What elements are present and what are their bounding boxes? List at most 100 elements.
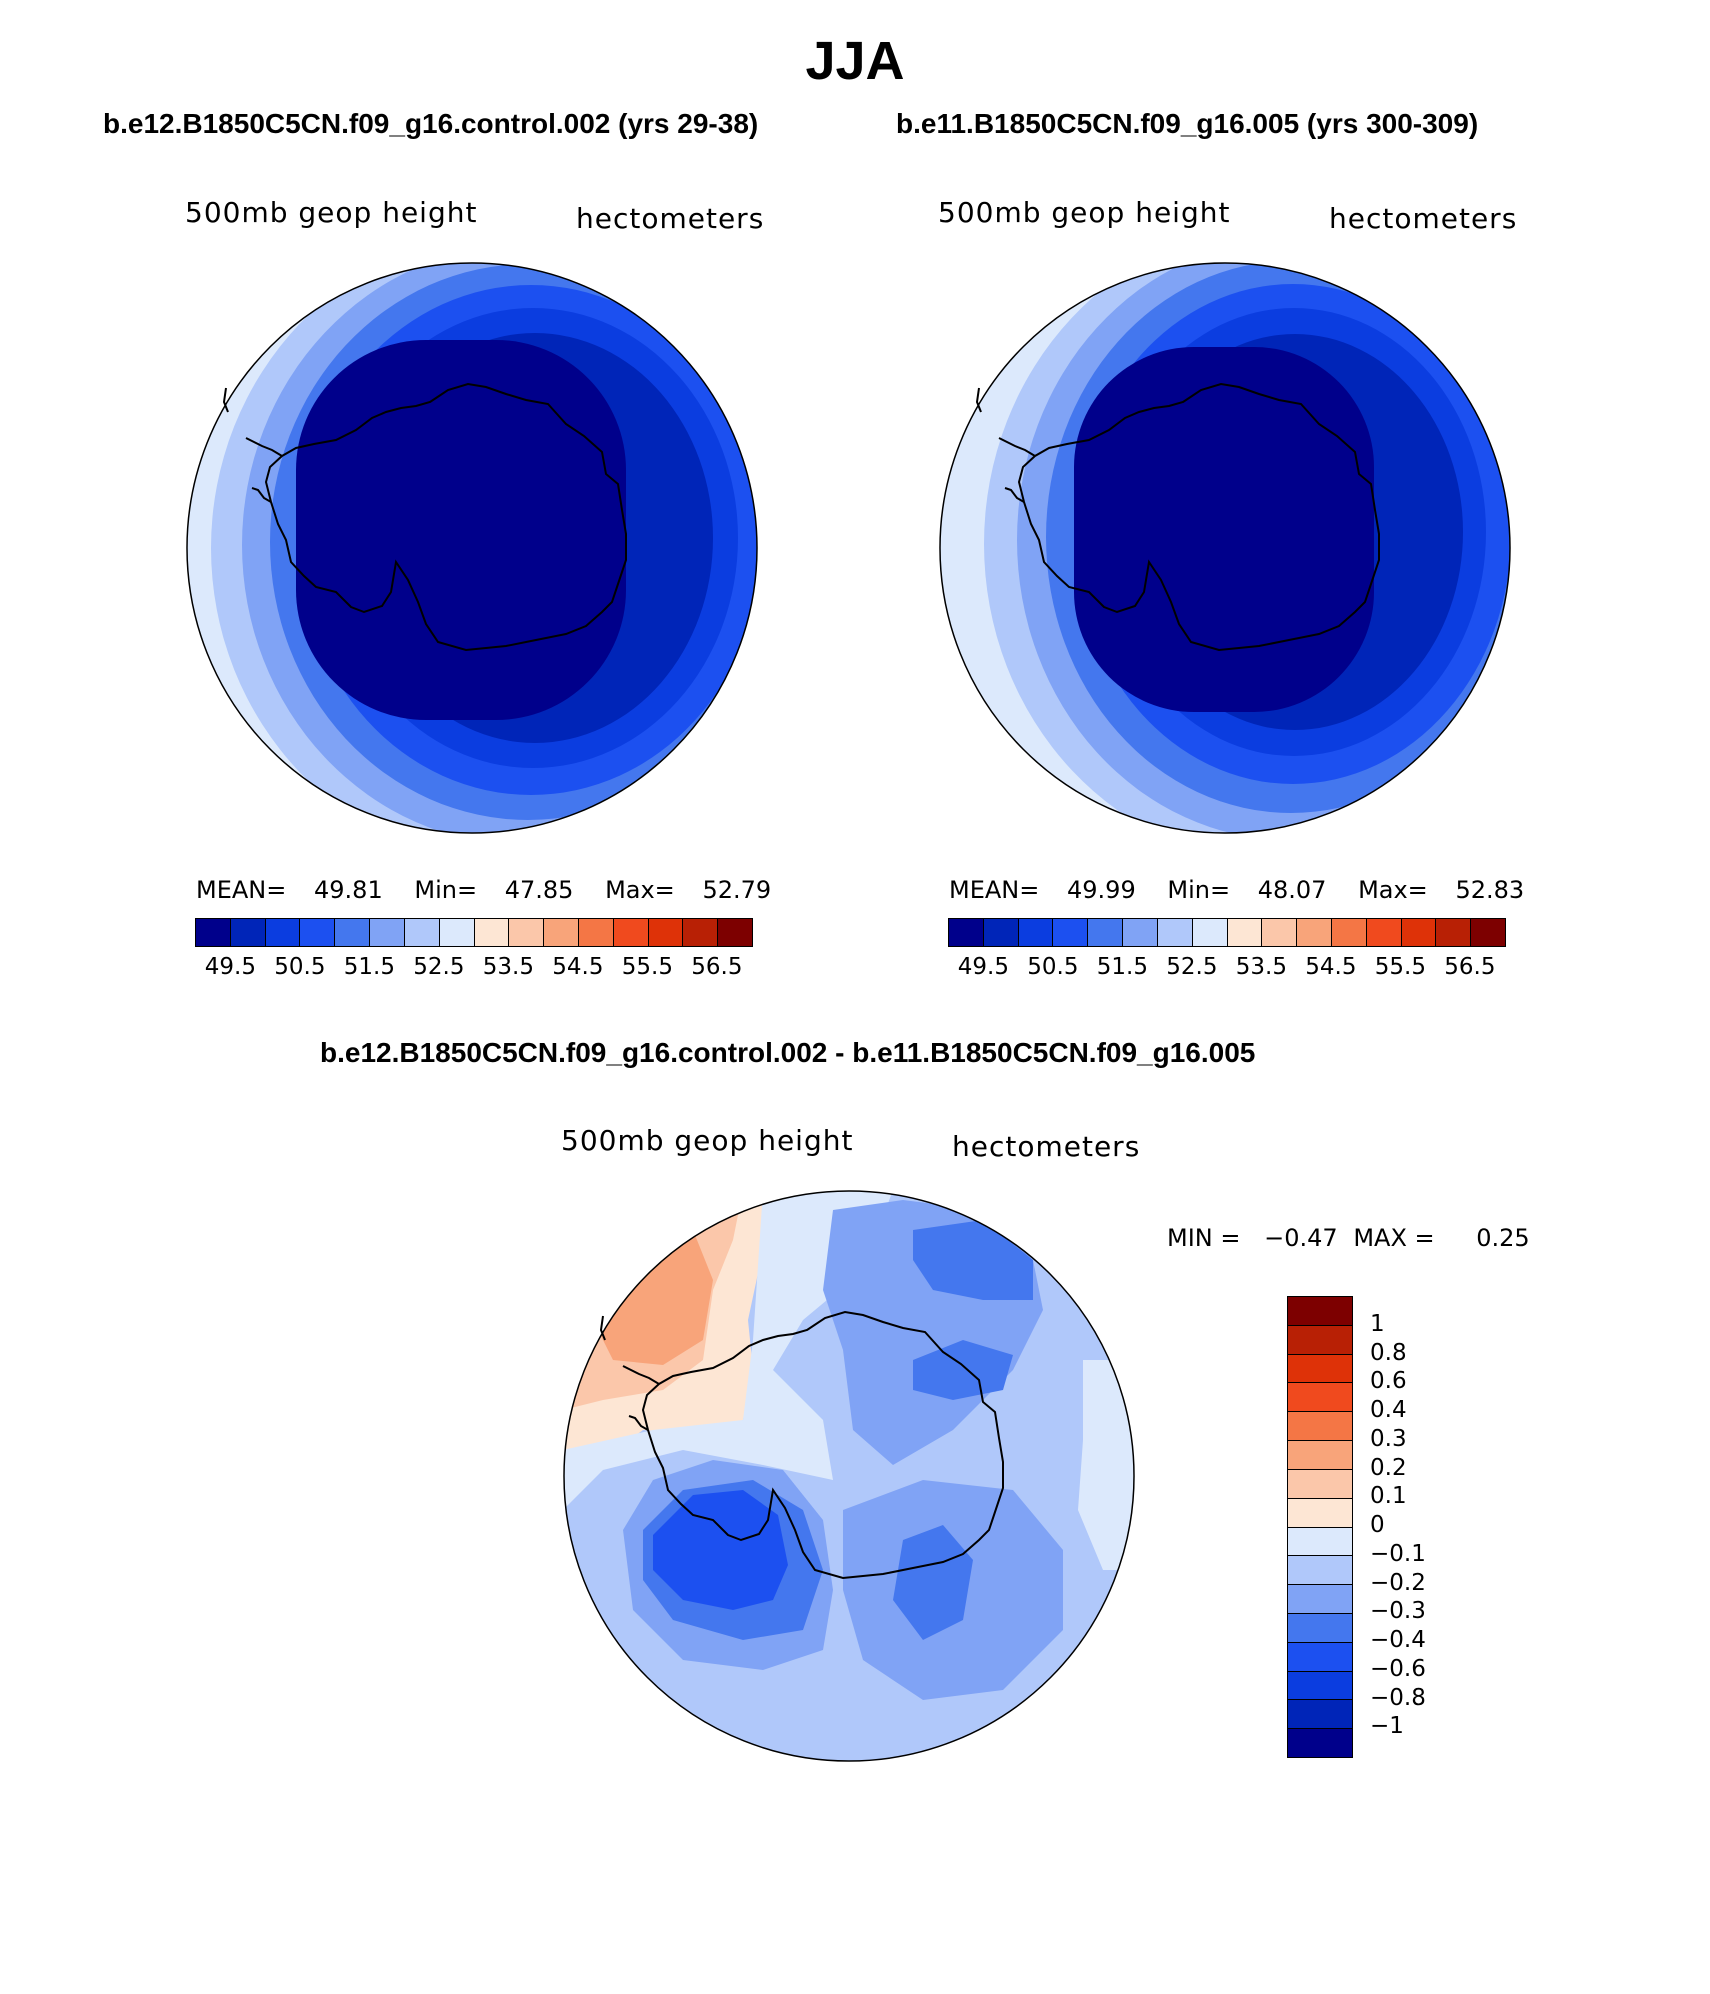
colorbar-tick-label: 0.6: [1370, 1368, 1407, 1395]
colorbar-tick-label: 53.5: [1235, 954, 1287, 980]
colorbar-box: [439, 919, 475, 946]
colorbar-tick-label: 52.5: [1166, 954, 1218, 980]
difference-variable-label: 500mb geop height: [561, 1124, 854, 1157]
left-min-label: Min=: [414, 876, 478, 904]
left-mean-label: MEAN=: [196, 876, 287, 904]
colorbar-tick-label: 55.5: [1374, 954, 1426, 980]
colorbar-box: [1288, 1671, 1352, 1701]
colorbar-box: [983, 919, 1019, 946]
colorbar-box: [1288, 1498, 1352, 1528]
right-units-label: hectometers: [1329, 202, 1518, 235]
right-colorbar: [948, 918, 1506, 947]
difference-units-label: hectometers: [952, 1130, 1141, 1163]
left-stats: MEAN= 49.81 Min= 47.85 Max= 52.79: [196, 876, 771, 904]
colorbar-tick-label: 53.5: [482, 954, 534, 980]
colorbar-box: [1288, 1642, 1352, 1672]
colorbar-box: [1018, 919, 1054, 946]
colorbar-box: [1288, 1354, 1352, 1384]
map-border: [939, 262, 1511, 834]
colorbar-tick-label: 0.1: [1370, 1483, 1407, 1510]
colorbar-tick-label: −0.1: [1370, 1540, 1426, 1567]
colorbar-box: [718, 919, 752, 946]
colorbar-tick-label: 56.5: [1444, 954, 1496, 980]
colorbar-box: [1436, 919, 1472, 946]
right-stats: MEAN= 49.99 Min= 48.07 Max= 52.83: [949, 876, 1524, 904]
antarctica-coastline: [641, 1310, 1004, 1580]
difference-polar-map: [563, 1190, 1135, 1762]
antarctic-peninsula: [222, 387, 283, 503]
colorbar-tick-label: 54.5: [552, 954, 604, 980]
colorbar-tick-label: −1: [1370, 1713, 1404, 1740]
colorbar-tick-label: 55.5: [621, 954, 673, 980]
left-case-title: b.e12.B1850C5CN.f09_g16.control.002 (yrs…: [103, 108, 759, 139]
right-min-label: Min=: [1167, 876, 1231, 904]
colorbar-box: [335, 919, 371, 946]
left-variable-label: 500mb geop height: [185, 196, 478, 229]
map-band: [1074, 347, 1374, 712]
left-min-value: 47.85: [504, 876, 574, 904]
colorbar-tick-label: −0.4: [1370, 1627, 1426, 1653]
left-max-value: 52.79: [702, 876, 772, 904]
colorbar-tick-label: −0.2: [1370, 1569, 1426, 1596]
colorbar-tick-label: 49.5: [204, 954, 256, 980]
colorbar-box: [509, 919, 545, 946]
difference-max-label: MAX =: [1353, 1224, 1435, 1252]
colorbar-box: [1288, 1700, 1352, 1730]
map-region: [913, 1220, 1033, 1300]
colorbar-box: [230, 919, 266, 946]
right-polar-map: [939, 262, 1511, 834]
colorbar-tick-label: −0.8: [1370, 1684, 1426, 1711]
right-variable-label: 500mb geop height: [938, 196, 1231, 229]
colorbar-tick-label: 0.2: [1370, 1454, 1407, 1481]
right-case-title: b.e11.B1850C5CN.f09_g16.005 (yrs 300-309…: [896, 108, 1479, 139]
right-mean-value: 49.99: [1067, 876, 1136, 904]
left-mean-value: 49.81: [314, 876, 383, 904]
colorbar-box: [370, 919, 405, 946]
map-region: [653, 1490, 788, 1610]
colorbar-tick-label: 49.5: [957, 954, 1009, 980]
colorbar-box: [1288, 1383, 1352, 1413]
colorbar-box: [949, 919, 984, 946]
colorbar-tick-label: 50.5: [274, 954, 326, 980]
map-region: [913, 1340, 1013, 1400]
colorbar-tick-label: 0.4: [1370, 1397, 1407, 1423]
map-region: [564, 1191, 893, 1510]
colorbar-tick-label: 54.5: [1305, 954, 1357, 980]
colorbar-box: [1288, 1585, 1352, 1614]
colorbar-tick-label: −0.3: [1370, 1598, 1426, 1625]
colorbar-box: [544, 919, 579, 946]
colorbar-box: [1471, 919, 1505, 946]
antarctic-peninsula: [599, 1315, 660, 1431]
map-region: [893, 1525, 973, 1640]
difference-title: b.e12.B1850C5CN.f09_g16.control.002 - b.…: [320, 1037, 1256, 1068]
colorbar-box: [196, 919, 231, 946]
antarctica-coastline: [264, 382, 627, 652]
colorbar-tick-label: 0.8: [1370, 1339, 1407, 1366]
colorbar-box: [1088, 919, 1124, 946]
colorbar-tick-label: 52.5: [413, 954, 465, 980]
colorbar-tick-label: 51.5: [343, 954, 395, 980]
colorbar-box: [1331, 919, 1367, 946]
colorbar-tick-label: 0.3: [1370, 1425, 1407, 1452]
colorbar-box: [1288, 1527, 1352, 1557]
colorbar-box: [1401, 919, 1437, 946]
colorbar-box: [1262, 919, 1298, 946]
colorbar-box: [613, 919, 649, 946]
colorbar-box: [1366, 919, 1402, 946]
right-min-value: 48.07: [1257, 876, 1327, 904]
left-max-label: Max=: [605, 876, 675, 904]
colorbar-box: [300, 919, 336, 946]
right-max-label: Max=: [1358, 876, 1428, 904]
antarctic-peninsula: [975, 387, 1036, 503]
colorbar-box: [1288, 1556, 1352, 1586]
difference-colorbar: [1287, 1296, 1353, 1758]
colorbar-tick-label: 1: [1370, 1310, 1385, 1337]
colorbar-box: [1288, 1325, 1352, 1355]
colorbar-box: [1227, 919, 1263, 946]
colorbar-tick-label: 50.5: [1027, 954, 1079, 980]
colorbar-box: [265, 919, 301, 946]
difference-max-value: 0.25: [1476, 1224, 1530, 1252]
colorbar-box: [1288, 1297, 1352, 1326]
colorbar-tick-label: 0: [1370, 1512, 1385, 1538]
colorbar-box: [1288, 1613, 1352, 1643]
